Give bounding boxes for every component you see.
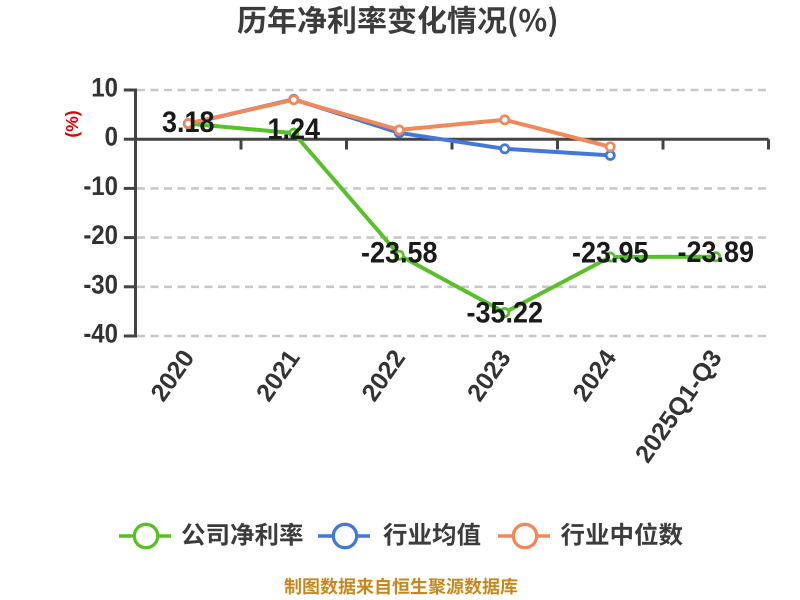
svg-text:-40: -40 xyxy=(83,319,118,348)
svg-text:1.24: 1.24 xyxy=(267,113,320,146)
svg-text:0: 0 xyxy=(105,123,118,152)
svg-text:-23.95: -23.95 xyxy=(572,236,649,269)
svg-text:-23.58: -23.58 xyxy=(361,236,438,269)
svg-text:(%): (%) xyxy=(62,110,82,137)
svg-text:-30: -30 xyxy=(83,270,118,299)
svg-text:-20: -20 xyxy=(83,221,118,250)
svg-text:-35.22: -35.22 xyxy=(466,296,543,329)
svg-text:3.18: 3.18 xyxy=(162,106,215,139)
svg-text:-23.89: -23.89 xyxy=(677,236,754,269)
svg-text:10: 10 xyxy=(91,73,118,102)
svg-text:-10: -10 xyxy=(83,172,118,201)
